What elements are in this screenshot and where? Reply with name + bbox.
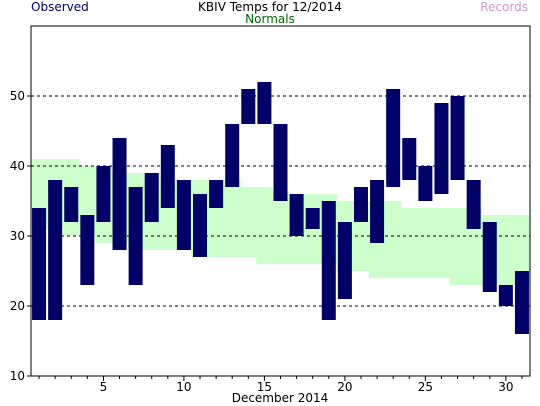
observed-bar-12 <box>209 180 224 208</box>
observed-bar-6 <box>112 138 127 250</box>
normal-range-26 <box>433 208 451 278</box>
observed-bar-13 <box>225 124 240 187</box>
observed-bar-4 <box>80 215 95 285</box>
observed-bar-28 <box>466 180 481 229</box>
observed-bar-24 <box>402 138 417 180</box>
observed-bar-10 <box>176 180 191 250</box>
y-tick-label-10: 10 <box>10 369 25 383</box>
legend-normals: Normals <box>245 12 295 26</box>
normal-range-13 <box>224 180 241 257</box>
observed-bar-26 <box>434 103 449 194</box>
observed-bar-27 <box>450 96 465 180</box>
y-tick-label-30: 30 <box>10 229 25 243</box>
legend-observed: Observed <box>31 0 89 14</box>
observed-bar-21 <box>353 187 368 222</box>
x-tick-label-5: 5 <box>100 380 108 394</box>
observed-bar-9 <box>160 145 175 208</box>
observed-bar-1 <box>32 208 47 320</box>
observed-bar-15 <box>257 82 272 124</box>
y-tick-label-40: 40 <box>10 159 25 173</box>
x-tick-label-25: 25 <box>418 380 433 394</box>
chart-title: KBIV Temps for 12/2014 <box>198 0 342 14</box>
observed-bar-17 <box>289 194 304 236</box>
normal-range-30 <box>497 215 515 285</box>
normal-range-25 <box>417 208 434 278</box>
normal-range-14 <box>240 187 257 257</box>
observed-bar-29 <box>482 222 497 292</box>
normal-range-16 <box>272 194 290 264</box>
x-tick-label-15: 15 <box>257 380 272 394</box>
x-tick-label-30: 30 <box>498 380 513 394</box>
y-tick-label-50: 50 <box>10 89 25 103</box>
observed-bar-22 <box>370 180 385 243</box>
legend-records: Records <box>480 0 528 14</box>
x-axis-ticks: 5 10 15 20 25 30 <box>38 376 523 394</box>
observed-bar-7 <box>128 187 143 285</box>
normal-range-15 <box>256 187 273 264</box>
observed-bars <box>32 82 529 334</box>
observed-bar-23 <box>386 89 401 187</box>
observed-bar-30 <box>498 285 513 306</box>
y-tick-label-20: 20 <box>10 299 25 313</box>
y-axis-ticks: 10 20 30 40 50 <box>10 89 31 383</box>
x-tick-label-10: 10 <box>176 380 191 394</box>
observed-bar-8 <box>144 173 159 222</box>
x-tick-label-20: 20 <box>337 380 352 394</box>
observed-bar-11 <box>193 194 208 257</box>
observed-bar-14 <box>241 89 256 124</box>
observed-bar-16 <box>273 124 288 201</box>
observed-bar-20 <box>337 222 352 299</box>
normal-range-27 <box>449 208 467 285</box>
normal-range-24 <box>401 208 418 278</box>
observed-bar-31 <box>514 271 529 334</box>
observed-bar-3 <box>64 187 79 222</box>
x-axis-label: December 2014 <box>232 391 329 405</box>
observed-bar-2 <box>48 180 63 320</box>
observed-bar-18 <box>305 208 320 229</box>
normal-range-31 <box>513 215 531 285</box>
observed-bar-25 <box>418 166 433 201</box>
normal-range-23 <box>385 201 402 278</box>
observed-bar-19 <box>321 201 336 320</box>
observed-bar-5 <box>96 166 111 222</box>
